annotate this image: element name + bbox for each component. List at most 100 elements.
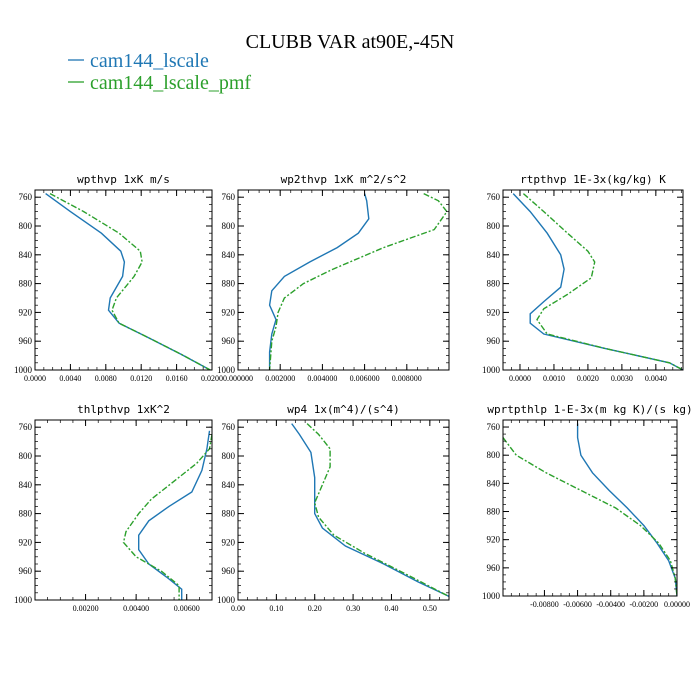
x-tick-label: 0.0000 <box>509 374 531 383</box>
series-line-lscale-pmf <box>49 192 211 370</box>
series-line-lscale-pmf <box>122 434 212 600</box>
y-tick-label: 1000 <box>482 365 501 375</box>
panel-title: wp2thvp 1xK m^2/s^2 <box>281 173 407 186</box>
y-tick-label: 800 <box>222 451 236 461</box>
y-tick-label: 840 <box>487 250 501 260</box>
y-tick-label: 920 <box>487 307 501 317</box>
plot-frame <box>237 189 450 371</box>
y-tick-label: 880 <box>487 279 501 289</box>
x-tick-label: 0.0040 <box>59 374 81 383</box>
y-tick-label: 760 <box>222 422 236 432</box>
y-tick-label: 1000 <box>14 365 33 375</box>
plot-frame <box>237 419 450 601</box>
x-tick-label: 0.10 <box>269 604 283 613</box>
y-tick-label: 920 <box>222 537 236 547</box>
figure-title: CLUBB VAR at90E,-45N <box>246 31 455 53</box>
y-tick-label: 760 <box>222 192 236 202</box>
x-tick-label: 0.0040 <box>645 374 667 383</box>
panel-title: rtpthvp 1E-3x(kg/kg) K <box>520 173 666 186</box>
series-line-lscale-pmf <box>306 423 449 598</box>
series-line-lscale <box>576 423 677 596</box>
x-tick-label: 0.30 <box>346 604 360 613</box>
y-tick-label: 840 <box>222 480 236 490</box>
y-tick-label: 960 <box>222 336 236 346</box>
x-tick-label: 0.0020 <box>577 374 599 383</box>
x-tick-label: 0.0010 <box>543 374 565 383</box>
panel-6: -0.00800 -0.00600 -0.00400 -0.00200 0.00000 7… <box>482 403 693 609</box>
x-tick-label: 0.0120 <box>130 374 152 383</box>
series-line-lscale <box>138 430 211 600</box>
y-tick-label: 1000 <box>14 595 33 605</box>
legend: cam144_lscale cam144_lscale_pmf <box>68 50 251 94</box>
x-tick-label: -0.00400 <box>596 600 625 609</box>
y-tick-label: 1000 <box>217 365 236 375</box>
y-tick-label: 1000 <box>217 595 236 605</box>
x-tick-label: 0.40 <box>384 604 398 613</box>
series-line-lscale <box>45 193 211 370</box>
y-tick-label: 960 <box>19 566 33 576</box>
x-tick-label: 0.0000 <box>24 374 46 383</box>
x-tick-label: 0.00200 <box>73 604 99 613</box>
y-tick-label: 760 <box>19 422 33 432</box>
y-tick-label: 880 <box>487 507 501 517</box>
panel-3: 0.0000 0.0010 0.0020 0.0030 0.0040 760 800 840 8… <box>482 173 684 383</box>
series-line-lscale-pmf <box>503 437 677 596</box>
y-tick-label: 840 <box>19 480 33 490</box>
y-tick-label: 920 <box>19 307 33 317</box>
series-line-lscale <box>268 193 370 370</box>
y-tick-label: 760 <box>19 192 33 202</box>
x-tick-label: 0.50 <box>423 604 437 613</box>
x-tick-label: -0.00200 <box>630 600 659 609</box>
x-tick-label: 0.0080 <box>95 374 117 383</box>
y-tick-label: 800 <box>487 450 501 460</box>
series-line-lscale-pmf <box>268 192 448 370</box>
panel-title: wp4 1x(m^4)/(s^4) <box>287 403 400 416</box>
y-tick-label: 840 <box>19 250 33 260</box>
y-tick-label: 800 <box>222 221 236 231</box>
y-tick-label: 760 <box>487 422 501 432</box>
panel-4: 0.00200 0.00400 0.00600 760 800 840 880 920 960 1… <box>14 403 213 613</box>
y-tick-label: 920 <box>487 535 501 545</box>
panels: 0.0000 0.0040 0.0080 0.0120 0.0160 0.0200 760 8… <box>14 173 693 613</box>
series-line-lscale-pmf <box>522 193 683 370</box>
y-tick-label: 880 <box>19 279 33 289</box>
plot-frame <box>502 419 678 597</box>
x-tick-label: 0.20 <box>308 604 322 613</box>
x-tick-label: 0.008000 <box>392 374 422 383</box>
y-tick-label: 800 <box>487 221 501 231</box>
y-tick-label: 840 <box>222 250 236 260</box>
panel-2: 0.000000 0.002000 0.004000 0.006000 0.008000… <box>217 173 450 383</box>
y-tick-label: 880 <box>222 509 236 519</box>
y-tick-label: 800 <box>19 221 33 231</box>
x-tick-label: 0.00400 <box>123 604 149 613</box>
x-tick-label: -0.00600 <box>563 600 592 609</box>
x-tick-label: 0.0200 <box>201 374 223 383</box>
x-tick-label: 0.000000 <box>223 374 253 383</box>
panel-title: wpthvp 1xK m/s <box>77 173 170 186</box>
panel-title: wprtpthlp 1-E-3x(m kg K)/(s kg) <box>487 403 692 416</box>
x-tick-label: 0.00000 <box>664 600 690 609</box>
y-tick-label: 960 <box>19 336 33 346</box>
plot-frame <box>34 189 213 371</box>
x-tick-label: 0.0030 <box>611 374 633 383</box>
x-tick-label: 0.00 <box>231 604 245 613</box>
y-tick-label: 1000 <box>482 591 501 601</box>
legend-label-pmf: cam144_lscale_pmf <box>90 72 251 94</box>
y-tick-label: 920 <box>222 307 236 317</box>
y-tick-label: 800 <box>19 451 33 461</box>
x-tick-label: 0.002000 <box>265 374 295 383</box>
panel-title: thlpthvp 1xK^2 <box>77 403 170 416</box>
series-line-lscale <box>512 193 683 370</box>
panel-5: 0.00 0.10 0.20 0.30 0.40 0.50 760 800 840 880 920 9… <box>217 403 450 613</box>
y-tick-label: 880 <box>19 509 33 519</box>
y-tick-label: 960 <box>487 563 501 573</box>
series-line-lscale <box>291 423 449 598</box>
x-tick-label: 0.00600 <box>174 604 200 613</box>
y-tick-label: 960 <box>487 336 501 346</box>
plot-frame <box>34 419 213 601</box>
y-tick-label: 760 <box>487 192 501 202</box>
x-tick-label: -0.00800 <box>530 600 559 609</box>
y-tick-label: 960 <box>222 566 236 576</box>
x-tick-label: 0.004000 <box>307 374 337 383</box>
